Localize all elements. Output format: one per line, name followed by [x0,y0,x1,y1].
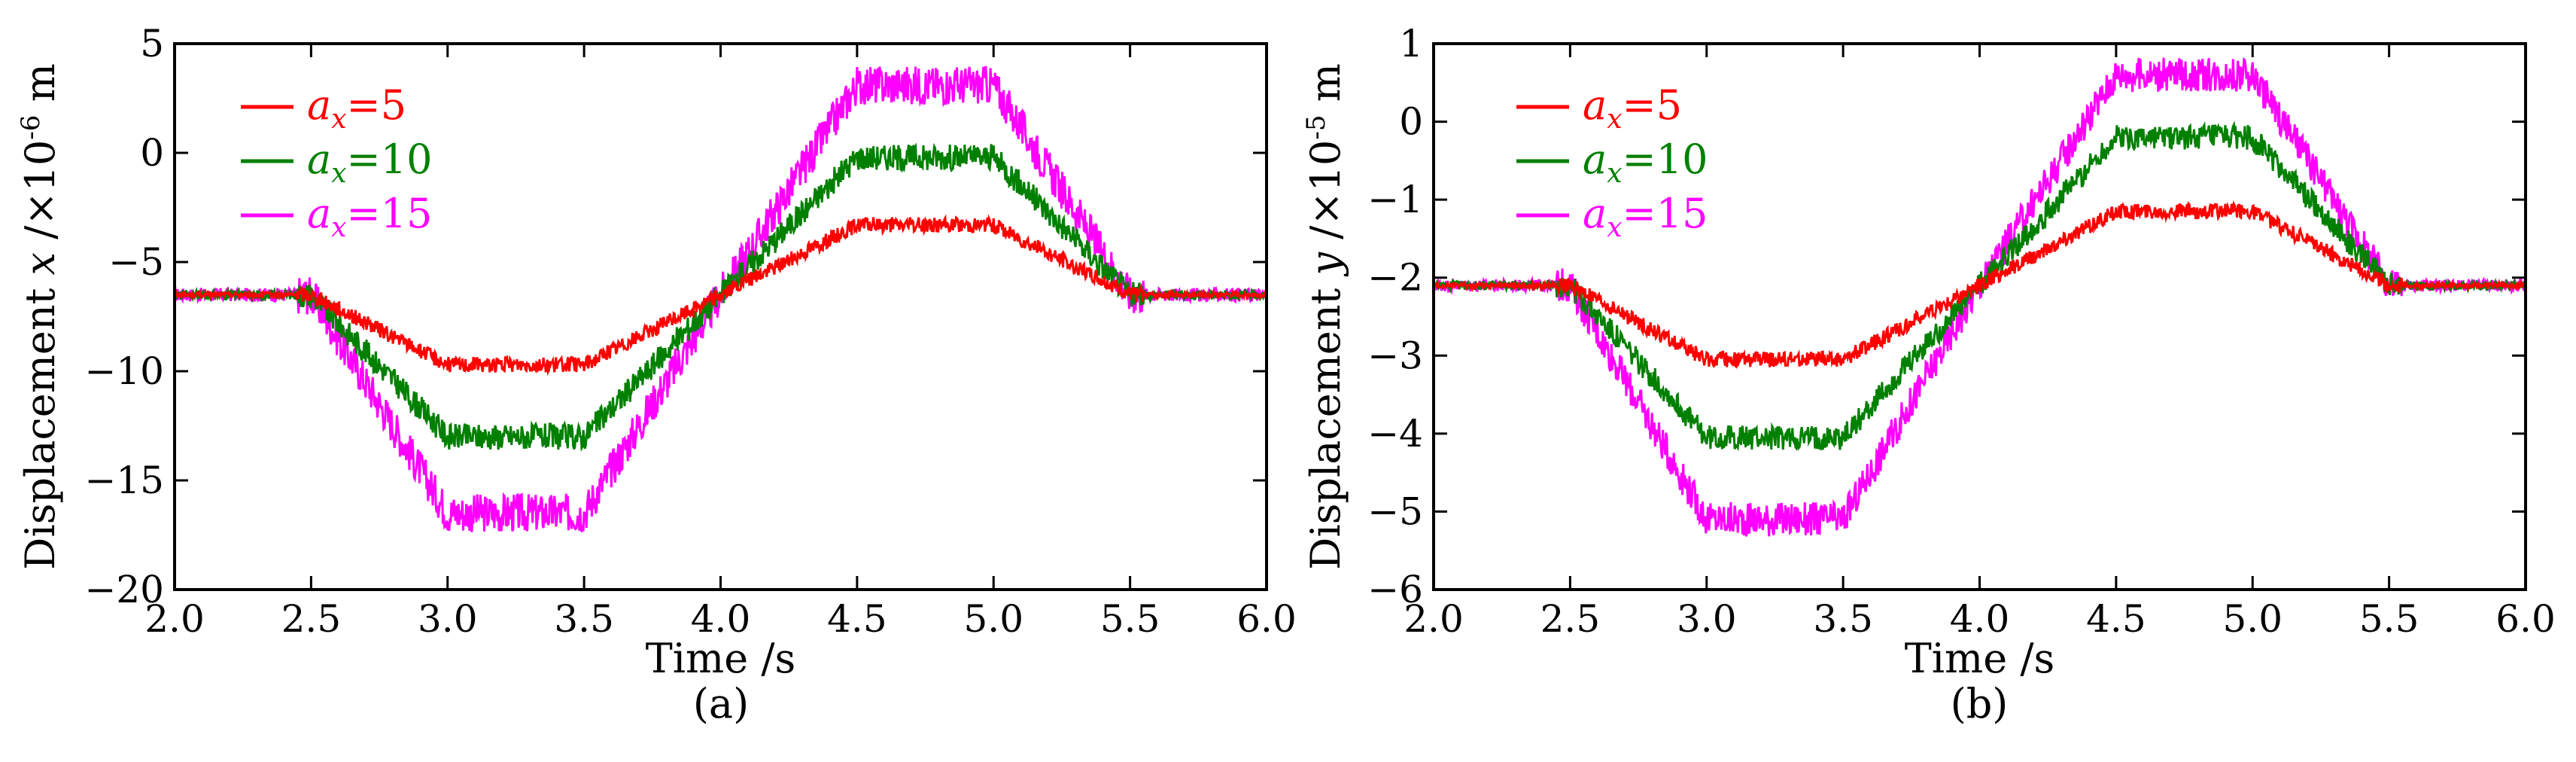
legend-label: ax=5 [307,81,406,135]
plot-area [1434,56,2526,537]
y-tick-label: −2 [1367,256,1423,300]
legend-label: ax=10 [1583,136,1708,189]
panel-label: (a) [693,680,749,727]
x-tick-label: 2.5 [1540,597,1601,641]
y-tick-label: −6 [1367,568,1423,611]
x-tick-label: 2.0 [144,597,205,641]
x-tick-label: 3.5 [554,597,614,641]
y-tick-label: 1 [1399,22,1423,66]
y-tick-label: −3 [1367,334,1423,377]
x-tick-label: 5.0 [2222,597,2283,641]
y-tick-label: −1 [1367,178,1423,221]
x-tick-label: 3.5 [1813,597,1873,641]
y-tick-label: −10 [84,349,164,393]
y-axis-title: Displacement y /×10-5 m [1301,63,1349,570]
plot-area [175,66,1267,532]
y-tick-label: 0 [140,131,164,175]
x-tick-label: 6.0 [1236,597,1297,641]
panel-label: (b) [1951,680,2009,727]
chart-panel-b: 2.0 2.5 3.0 3.5 4.0 4.5 5.0 5.5 6.0 1 0 −1 −2 −3 −4 −5 −… [1301,22,2556,727]
series-line-1 [1434,200,2526,369]
x-axis-title: Time /s [1905,635,2055,682]
legend-label: ax=5 [1583,81,1682,135]
x-tick-label: 4.5 [827,597,887,641]
y-tick-label: −4 [1367,412,1423,456]
legend-label: ax=15 [1583,190,1708,243]
x-tick-label: 4.0 [1950,597,2010,641]
x-tick-label: 5.0 [963,597,1023,641]
x-tick-label: 2.0 [1404,597,1464,641]
x-tick-label: 4.5 [2086,597,2146,641]
legend-label: ax=10 [307,136,432,189]
y-tick-label: −5 [108,240,164,284]
y-tick-label: −15 [84,459,164,502]
series-line-1 [175,214,1267,376]
y-axis-title: Displacement x /×10-6 m [16,63,64,570]
x-tick-label: 3.0 [1677,597,1737,641]
x-tick-label: 4.0 [691,597,751,641]
y-tick-label: 0 [1399,100,1423,144]
legend-label: ax=15 [307,190,432,243]
y-tick-label: −5 [1367,489,1423,533]
x-tick-label: 5.5 [2359,597,2419,641]
x-tick-label: 3.0 [418,597,478,641]
x-axis-title: Time /s [646,635,796,682]
y-tick-label: 5 [140,22,164,66]
x-tick-label: 6.0 [2495,597,2556,641]
chart-panel-a: 2.0 2.5 3.0 3.5 4.0 4.5 5.0 5.5 6.0 5 0 −5 −10 −15 −20… [16,22,1297,727]
y-tick-label: −20 [84,568,164,611]
x-tick-label: 2.5 [281,597,342,641]
x-tick-label: 5.5 [1100,597,1160,641]
